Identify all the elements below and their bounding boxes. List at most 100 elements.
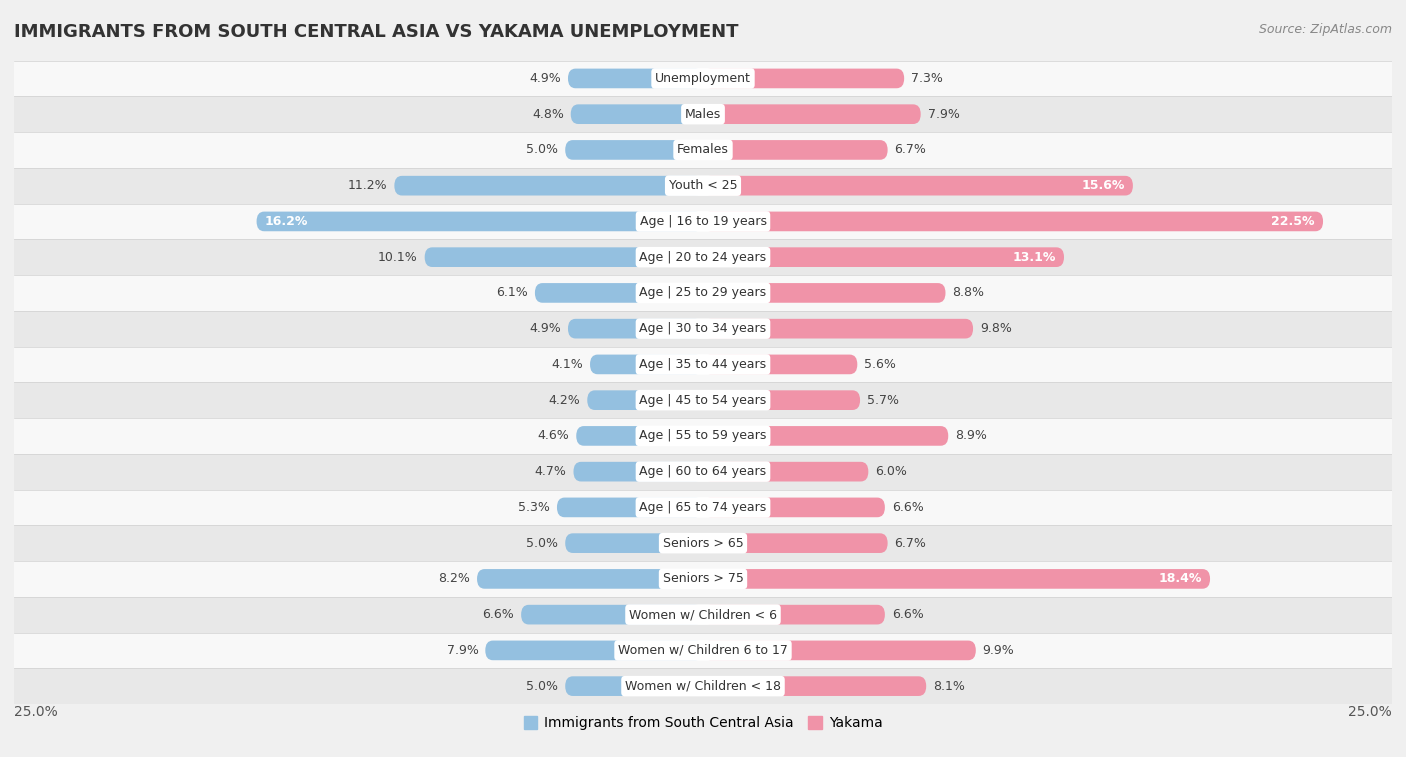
Text: 7.9%: 7.9%	[447, 644, 478, 657]
Text: 11.2%: 11.2%	[347, 179, 388, 192]
FancyBboxPatch shape	[703, 283, 945, 303]
Text: 25.0%: 25.0%	[14, 705, 58, 718]
FancyBboxPatch shape	[591, 354, 703, 374]
FancyBboxPatch shape	[565, 140, 703, 160]
Text: Youth < 25: Youth < 25	[669, 179, 737, 192]
Text: 4.9%: 4.9%	[529, 72, 561, 85]
Text: 6.7%: 6.7%	[894, 537, 927, 550]
FancyBboxPatch shape	[571, 104, 703, 124]
Text: Age | 55 to 59 years: Age | 55 to 59 years	[640, 429, 766, 442]
FancyBboxPatch shape	[425, 248, 703, 267]
FancyBboxPatch shape	[703, 462, 869, 481]
FancyBboxPatch shape	[703, 212, 1323, 231]
FancyBboxPatch shape	[703, 69, 904, 89]
Text: Seniors > 65: Seniors > 65	[662, 537, 744, 550]
Text: Age | 25 to 29 years: Age | 25 to 29 years	[640, 286, 766, 300]
FancyBboxPatch shape	[522, 605, 703, 625]
Text: 8.9%: 8.9%	[955, 429, 987, 442]
Text: Age | 16 to 19 years: Age | 16 to 19 years	[640, 215, 766, 228]
FancyBboxPatch shape	[703, 426, 948, 446]
Text: 7.3%: 7.3%	[911, 72, 943, 85]
Text: Males: Males	[685, 107, 721, 120]
FancyBboxPatch shape	[565, 676, 703, 696]
Text: 5.0%: 5.0%	[526, 143, 558, 157]
FancyBboxPatch shape	[14, 132, 1392, 168]
FancyBboxPatch shape	[14, 668, 1392, 704]
Text: Age | 45 to 54 years: Age | 45 to 54 years	[640, 394, 766, 407]
FancyBboxPatch shape	[14, 96, 1392, 132]
FancyBboxPatch shape	[14, 204, 1392, 239]
Text: IMMIGRANTS FROM SOUTH CENTRAL ASIA VS YAKAMA UNEMPLOYMENT: IMMIGRANTS FROM SOUTH CENTRAL ASIA VS YA…	[14, 23, 738, 41]
Text: 4.9%: 4.9%	[529, 322, 561, 335]
Text: 9.9%: 9.9%	[983, 644, 1015, 657]
FancyBboxPatch shape	[477, 569, 703, 589]
Text: 6.0%: 6.0%	[875, 465, 907, 478]
Text: Age | 30 to 34 years: Age | 30 to 34 years	[640, 322, 766, 335]
Text: 10.1%: 10.1%	[378, 251, 418, 263]
Text: 16.2%: 16.2%	[264, 215, 308, 228]
Text: 4.8%: 4.8%	[531, 107, 564, 120]
FancyBboxPatch shape	[14, 561, 1392, 597]
FancyBboxPatch shape	[14, 239, 1392, 275]
Text: 9.8%: 9.8%	[980, 322, 1012, 335]
FancyBboxPatch shape	[565, 534, 703, 553]
FancyBboxPatch shape	[703, 676, 927, 696]
FancyBboxPatch shape	[703, 391, 860, 410]
Text: 4.1%: 4.1%	[551, 358, 583, 371]
Text: Seniors > 75: Seniors > 75	[662, 572, 744, 585]
Text: Age | 35 to 44 years: Age | 35 to 44 years	[640, 358, 766, 371]
FancyBboxPatch shape	[14, 525, 1392, 561]
Text: Unemployment: Unemployment	[655, 72, 751, 85]
Text: Age | 65 to 74 years: Age | 65 to 74 years	[640, 501, 766, 514]
Text: Females: Females	[678, 143, 728, 157]
FancyBboxPatch shape	[14, 418, 1392, 453]
Text: 18.4%: 18.4%	[1159, 572, 1202, 585]
Text: 25.0%: 25.0%	[1348, 705, 1392, 718]
Text: 6.7%: 6.7%	[894, 143, 927, 157]
Text: 5.0%: 5.0%	[526, 680, 558, 693]
FancyBboxPatch shape	[703, 104, 921, 124]
FancyBboxPatch shape	[703, 176, 1133, 195]
FancyBboxPatch shape	[14, 490, 1392, 525]
Text: 6.1%: 6.1%	[496, 286, 529, 300]
FancyBboxPatch shape	[703, 140, 887, 160]
FancyBboxPatch shape	[557, 497, 703, 517]
Text: Source: ZipAtlas.com: Source: ZipAtlas.com	[1258, 23, 1392, 36]
Text: 8.1%: 8.1%	[934, 680, 965, 693]
Text: 4.2%: 4.2%	[548, 394, 581, 407]
Text: 8.2%: 8.2%	[439, 572, 470, 585]
Text: Age | 20 to 24 years: Age | 20 to 24 years	[640, 251, 766, 263]
FancyBboxPatch shape	[568, 69, 703, 89]
Text: 5.0%: 5.0%	[526, 537, 558, 550]
Text: 6.6%: 6.6%	[891, 608, 924, 621]
FancyBboxPatch shape	[703, 534, 887, 553]
FancyBboxPatch shape	[568, 319, 703, 338]
Text: 4.6%: 4.6%	[537, 429, 569, 442]
Text: 6.6%: 6.6%	[482, 608, 515, 621]
FancyBboxPatch shape	[14, 311, 1392, 347]
FancyBboxPatch shape	[703, 497, 884, 517]
FancyBboxPatch shape	[574, 462, 703, 481]
Text: 4.7%: 4.7%	[534, 465, 567, 478]
FancyBboxPatch shape	[256, 212, 703, 231]
Legend: Immigrants from South Central Asia, Yakama: Immigrants from South Central Asia, Yaka…	[517, 711, 889, 736]
FancyBboxPatch shape	[703, 354, 858, 374]
FancyBboxPatch shape	[14, 347, 1392, 382]
Text: 6.6%: 6.6%	[891, 501, 924, 514]
FancyBboxPatch shape	[14, 275, 1392, 311]
FancyBboxPatch shape	[576, 426, 703, 446]
Text: 5.7%: 5.7%	[868, 394, 898, 407]
FancyBboxPatch shape	[534, 283, 703, 303]
Text: Women w/ Children < 6: Women w/ Children < 6	[628, 608, 778, 621]
FancyBboxPatch shape	[14, 382, 1392, 418]
FancyBboxPatch shape	[703, 248, 1064, 267]
Text: Women w/ Children < 18: Women w/ Children < 18	[626, 680, 780, 693]
FancyBboxPatch shape	[703, 605, 884, 625]
Text: 13.1%: 13.1%	[1012, 251, 1056, 263]
Text: 7.9%: 7.9%	[928, 107, 959, 120]
Text: Age | 60 to 64 years: Age | 60 to 64 years	[640, 465, 766, 478]
Text: 15.6%: 15.6%	[1081, 179, 1125, 192]
FancyBboxPatch shape	[14, 633, 1392, 668]
Text: 5.3%: 5.3%	[519, 501, 550, 514]
FancyBboxPatch shape	[14, 61, 1392, 96]
